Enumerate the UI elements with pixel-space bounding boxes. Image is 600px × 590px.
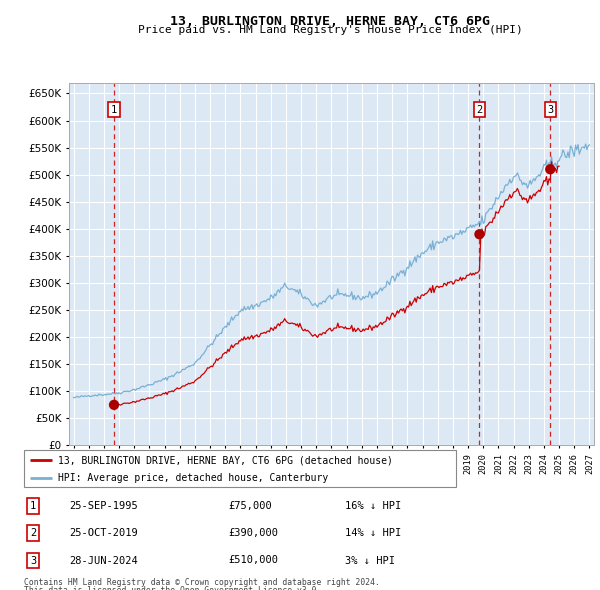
Text: HPI: Average price, detached house, Canterbury: HPI: Average price, detached house, Cant… bbox=[58, 473, 328, 483]
Text: 3% ↓ HPI: 3% ↓ HPI bbox=[345, 556, 395, 565]
Text: 14% ↓ HPI: 14% ↓ HPI bbox=[345, 528, 401, 537]
Text: £390,000: £390,000 bbox=[228, 528, 278, 537]
Point bbox=[475, 230, 484, 239]
Text: 3: 3 bbox=[547, 104, 553, 114]
Text: 25-SEP-1995: 25-SEP-1995 bbox=[69, 501, 138, 510]
Point bbox=[109, 400, 119, 409]
Text: 1: 1 bbox=[30, 501, 36, 510]
FancyBboxPatch shape bbox=[24, 450, 456, 487]
Text: 13, BURLINGTON DRIVE, HERNE BAY, CT6 6PG (detached house): 13, BURLINGTON DRIVE, HERNE BAY, CT6 6PG… bbox=[58, 455, 392, 466]
Text: 2: 2 bbox=[476, 104, 482, 114]
Text: 25-OCT-2019: 25-OCT-2019 bbox=[69, 528, 138, 537]
Text: This data is licensed under the Open Government Licence v3.0.: This data is licensed under the Open Gov… bbox=[24, 586, 322, 590]
Text: Contains HM Land Registry data © Crown copyright and database right 2024.: Contains HM Land Registry data © Crown c… bbox=[24, 578, 380, 587]
Text: £75,000: £75,000 bbox=[228, 501, 272, 510]
Text: Price paid vs. HM Land Registry's House Price Index (HPI): Price paid vs. HM Land Registry's House … bbox=[137, 25, 523, 35]
Text: 28-JUN-2024: 28-JUN-2024 bbox=[69, 556, 138, 565]
Point bbox=[545, 165, 555, 174]
Text: £510,000: £510,000 bbox=[228, 556, 278, 565]
Text: 13, BURLINGTON DRIVE, HERNE BAY, CT6 6PG: 13, BURLINGTON DRIVE, HERNE BAY, CT6 6PG bbox=[170, 15, 490, 28]
Text: 1: 1 bbox=[111, 104, 117, 114]
Text: 2: 2 bbox=[30, 528, 36, 537]
Text: 3: 3 bbox=[30, 556, 36, 565]
Text: 16% ↓ HPI: 16% ↓ HPI bbox=[345, 501, 401, 510]
